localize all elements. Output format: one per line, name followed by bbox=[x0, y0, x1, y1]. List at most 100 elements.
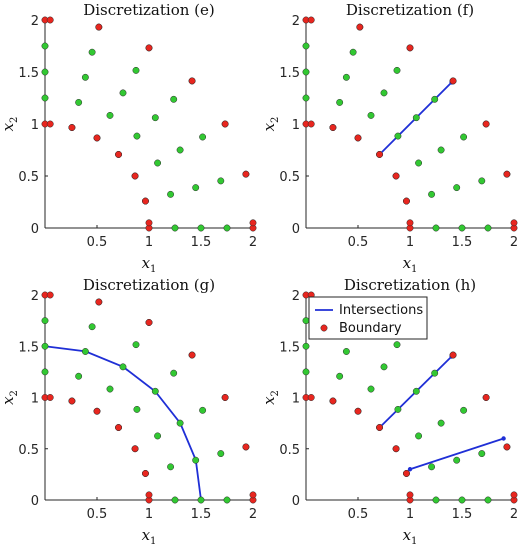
interior-point bbox=[199, 133, 207, 141]
interior-point bbox=[154, 159, 162, 167]
interior-point bbox=[119, 363, 127, 371]
interior-point bbox=[106, 111, 114, 119]
interior-point bbox=[428, 463, 436, 471]
boundary-point bbox=[249, 219, 257, 227]
interior-point bbox=[41, 68, 49, 76]
interior-point bbox=[223, 496, 231, 504]
interior-point bbox=[428, 190, 436, 198]
interior-point bbox=[415, 432, 423, 440]
interior-point bbox=[342, 73, 350, 81]
interior-point bbox=[176, 419, 184, 427]
boundary-point bbox=[46, 120, 54, 128]
interior-point bbox=[167, 190, 175, 198]
y-axis-label: x2 bbox=[260, 117, 281, 132]
y-tick-label: 1 bbox=[292, 392, 300, 407]
x-tick-label: 1 bbox=[406, 507, 414, 522]
interior-point bbox=[302, 68, 310, 76]
boundary-point bbox=[403, 470, 410, 477]
boundary-point bbox=[329, 124, 337, 131]
boundary-point bbox=[188, 351, 196, 359]
interior-point bbox=[41, 94, 49, 102]
interior-point bbox=[170, 95, 178, 103]
boundary-point bbox=[503, 443, 511, 451]
interior-point bbox=[88, 323, 96, 331]
legend-label-boundary: Boundary bbox=[339, 321, 402, 336]
panel-title: Discretization (f) bbox=[346, 1, 474, 19]
interior-point bbox=[119, 89, 127, 97]
interior-point bbox=[437, 419, 445, 427]
x-axis-label: x1 bbox=[403, 526, 418, 544]
panel-title: Discretization (e) bbox=[83, 1, 215, 19]
y-tick-label: 2 bbox=[31, 289, 39, 304]
legend: Intersections Boundary bbox=[308, 296, 428, 340]
y-tick-label: 0 bbox=[292, 222, 300, 237]
interior-point bbox=[380, 89, 388, 97]
interior-point bbox=[484, 496, 492, 504]
interior-point bbox=[167, 463, 175, 471]
boundary-point bbox=[406, 491, 414, 499]
x-tick-label: 1 bbox=[145, 507, 153, 522]
interior-point bbox=[302, 94, 310, 102]
y-tick-label: 0 bbox=[31, 222, 39, 237]
interior-point bbox=[393, 341, 401, 349]
interior-point bbox=[223, 224, 231, 232]
y-tick-label: 1.5 bbox=[279, 340, 300, 355]
intersection-line bbox=[409, 437, 504, 471]
y-tick-label: 1.5 bbox=[18, 66, 39, 81]
boundary-point bbox=[242, 170, 250, 178]
boundary-point bbox=[354, 407, 362, 415]
interior-point bbox=[342, 348, 350, 355]
boundary-point bbox=[93, 407, 101, 415]
interior-point bbox=[393, 66, 401, 74]
legend-label-intersections: Intersections bbox=[339, 303, 423, 318]
x-tick-label: 0.5 bbox=[348, 507, 369, 522]
boundary-point bbox=[95, 23, 103, 31]
interior-point bbox=[41, 368, 49, 376]
boundary-point bbox=[392, 445, 400, 453]
interior-point bbox=[133, 405, 141, 413]
y-tick-label: 2 bbox=[292, 289, 300, 304]
boundary-point bbox=[131, 172, 139, 180]
interior-point bbox=[199, 406, 207, 414]
interior-point bbox=[88, 48, 96, 56]
x-tick-label: 2 bbox=[510, 507, 518, 522]
interior-point bbox=[415, 159, 423, 167]
interior-point bbox=[460, 133, 468, 141]
interior-point bbox=[41, 42, 49, 50]
boundary-point bbox=[115, 151, 122, 158]
y-axis-label: x2 bbox=[0, 117, 20, 132]
boundary-point bbox=[406, 44, 414, 52]
y-tick-label: 0 bbox=[31, 494, 39, 509]
boundary-point bbox=[145, 491, 153, 499]
interior-point bbox=[349, 48, 357, 56]
boundary-point bbox=[95, 298, 103, 306]
x-tick-label: 1.5 bbox=[191, 507, 212, 522]
boundary-point bbox=[131, 445, 139, 453]
interior-point bbox=[458, 224, 466, 232]
boundary-point bbox=[376, 151, 383, 158]
boundary-point bbox=[145, 219, 153, 227]
panel-1: 0.5 1 1.5 2 0 0.5 1 1.5 2 Discretization (f) x1 x2 bbox=[260, 1, 518, 275]
panel-2: 0.5 1 1.5 2 0 0.5 1 1.5 2 Discretization (g) x1 x2 bbox=[0, 276, 257, 544]
interior-point bbox=[336, 372, 344, 380]
y-tick-label: 1 bbox=[31, 392, 39, 407]
y-axis-label: x2 bbox=[0, 390, 20, 405]
y-tick-label: 0.5 bbox=[279, 443, 300, 458]
boundary-point bbox=[142, 470, 149, 477]
boundary-point bbox=[503, 170, 511, 178]
interior-point bbox=[75, 98, 83, 106]
boundary-point bbox=[46, 291, 54, 299]
x-tick-label: 1 bbox=[406, 235, 414, 250]
interior-point bbox=[192, 456, 200, 464]
boundary-point bbox=[482, 120, 490, 128]
intersection-point bbox=[407, 467, 413, 472]
x-tick-label: 2 bbox=[249, 235, 257, 250]
interior-point bbox=[170, 369, 178, 377]
y-tick-label: 0.5 bbox=[18, 443, 39, 458]
interior-point bbox=[302, 317, 310, 325]
y-tick-label: 2 bbox=[292, 14, 300, 29]
interior-point bbox=[106, 385, 114, 393]
legend-dot-swatch bbox=[320, 324, 328, 332]
x-tick-label: 2 bbox=[510, 235, 518, 250]
